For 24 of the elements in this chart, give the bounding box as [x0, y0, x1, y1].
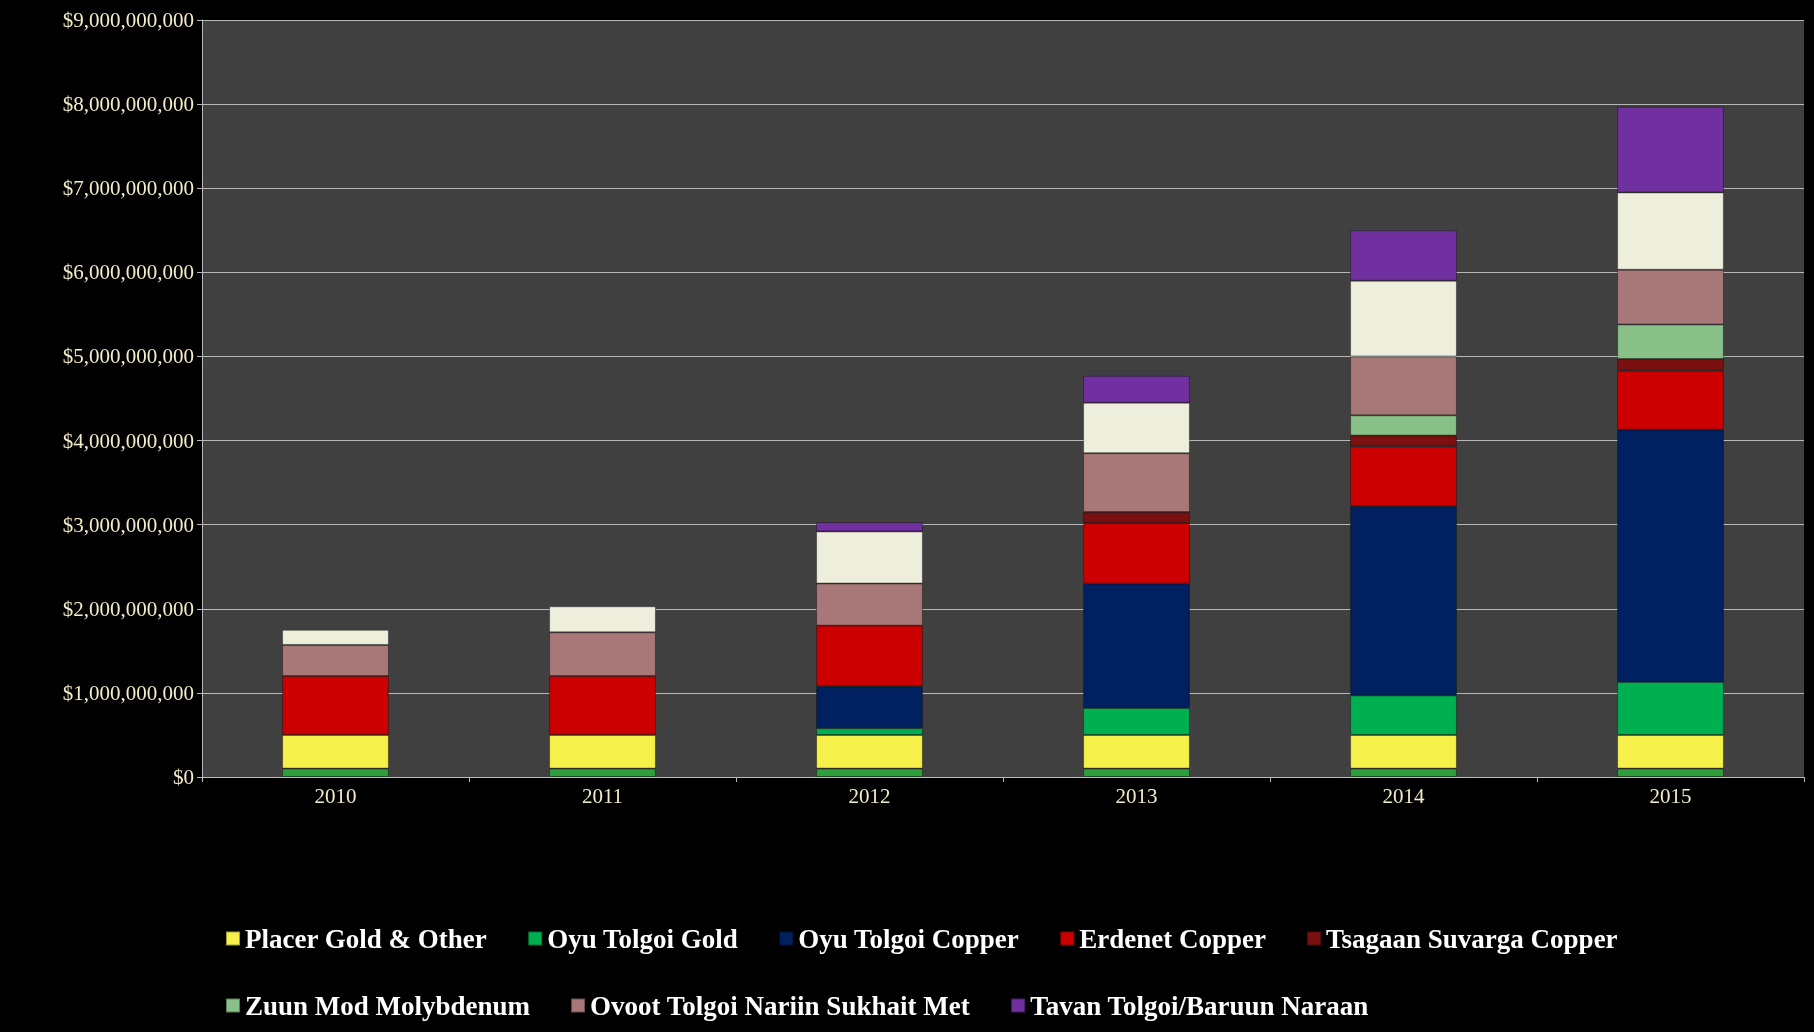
- x-tick-label: 2012: [848, 783, 891, 808]
- y-tick-label: $3,000,000,000: [62, 512, 194, 537]
- x-tick-label: 2011: [581, 783, 624, 808]
- legend-label: Tavan Tolgoi/Baruun Naraan: [1030, 990, 1369, 1021]
- y-tick-label: $6,000,000,000: [62, 260, 194, 285]
- y-tick-label: $5,000,000,000: [62, 344, 194, 369]
- x-tick-label: 2013: [1115, 783, 1158, 808]
- legend-label: Zuun Mod Molybdenum: [245, 990, 531, 1021]
- legend-label: Tsagaan Suvarga Copper: [1326, 923, 1618, 954]
- y-tick-label: $4,000,000,000: [62, 428, 194, 453]
- x-tick-label: 2014: [1382, 783, 1425, 808]
- y-tick-label: $1,000,000,000: [62, 680, 194, 705]
- y-tick-label: $2,000,000,000: [62, 596, 194, 621]
- legend-label: Ovoot Tolgoi Nariin Sukhait Met: [590, 990, 970, 1021]
- y-tick-label: $0: [173, 765, 194, 789]
- legend-label: Erdenet Copper: [1079, 923, 1267, 954]
- legend-label: Oyu Tolgoi Gold: [547, 923, 738, 954]
- legend-label: Oyu Tolgoi Copper: [798, 923, 1019, 954]
- y-tick-label: $7,000,000,000: [62, 176, 194, 201]
- x-tick-label: 2015: [1649, 783, 1692, 808]
- x-tick-label: 2010: [314, 783, 357, 808]
- y-tick-label: $9,000,000,000: [62, 8, 194, 32]
- legend-label: Placer Gold & Other: [245, 923, 487, 954]
- y-tick-label: $8,000,000,000: [62, 92, 194, 117]
